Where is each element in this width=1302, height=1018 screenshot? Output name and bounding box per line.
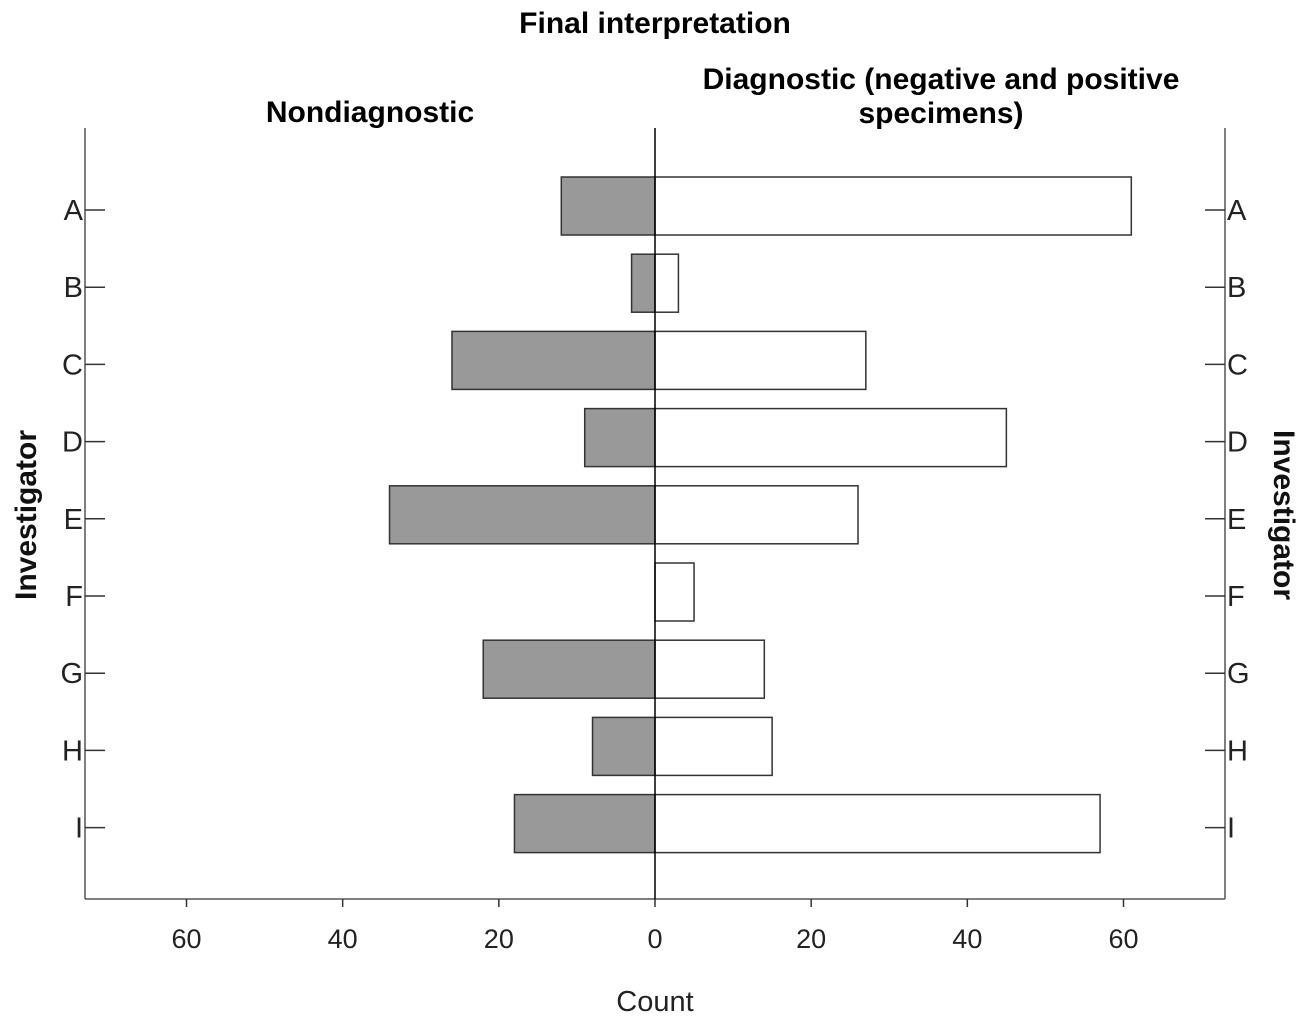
y-tick-label-left: I bbox=[75, 813, 83, 845]
x-tick-label: 20 bbox=[484, 924, 514, 954]
bar-nondiagnostic-B bbox=[630, 253, 656, 313]
bar-nondiagnostic-A bbox=[560, 176, 656, 236]
y-tick-label-left: G bbox=[60, 658, 83, 690]
chart-title: Final interpretation bbox=[519, 7, 791, 40]
bar-diagnostic-G bbox=[654, 639, 766, 699]
y-tick-label-left: A bbox=[64, 195, 84, 227]
bar-diagnostic-B bbox=[654, 253, 680, 313]
x-tick-label: 40 bbox=[952, 924, 982, 954]
bar-nondiagnostic-H bbox=[591, 716, 656, 777]
y-tick-label-left: H bbox=[62, 735, 83, 767]
y-tick-label-right: A bbox=[1227, 195, 1247, 227]
x-axis-title: Count bbox=[616, 986, 693, 1018]
y-tick-label-right: D bbox=[1227, 427, 1248, 459]
y-tick-label-left: B bbox=[64, 272, 83, 304]
bar-diagnostic-H bbox=[654, 716, 773, 777]
y-tick-label-left: E bbox=[64, 504, 83, 536]
y-tick-label-right: E bbox=[1227, 504, 1246, 536]
bar-diagnostic-C bbox=[654, 330, 867, 391]
right-panel-title-line1: Diagnostic (negative and positive bbox=[703, 63, 1180, 96]
bar-nondiagnostic-E bbox=[388, 485, 656, 545]
y-axis-title-left: Investigator bbox=[10, 430, 43, 600]
bar-diagnostic-D bbox=[654, 407, 1008, 468]
left-panel-title: Nondiagnostic bbox=[266, 96, 474, 129]
bar-nondiagnostic-I bbox=[513, 793, 656, 854]
x-tick-label: 40 bbox=[328, 924, 358, 954]
y-tick-label-right: F bbox=[1227, 581, 1245, 613]
y-tick-label-left: C bbox=[62, 349, 83, 381]
bar-diagnostic-A bbox=[654, 176, 1133, 236]
y-tick-label-right: C bbox=[1227, 349, 1248, 381]
y-axis-title-right: Investigator bbox=[1267, 430, 1300, 600]
y-tick-label-right: G bbox=[1227, 658, 1250, 690]
y-tick-label-left: D bbox=[62, 427, 83, 459]
x-tick-label: 20 bbox=[796, 924, 826, 954]
bar-nondiagnostic-C bbox=[451, 330, 656, 391]
y-tick-label-right: I bbox=[1227, 813, 1235, 845]
y-tick-label-right: H bbox=[1227, 735, 1248, 767]
bar-diagnostic-E bbox=[654, 485, 859, 545]
right-panel-title-line2: specimens) bbox=[858, 97, 1023, 130]
y-tick-label-right: B bbox=[1227, 272, 1246, 304]
bar-nondiagnostic-D bbox=[583, 407, 656, 468]
bar-nondiagnostic-G bbox=[482, 639, 656, 699]
x-tick-label: 60 bbox=[1108, 924, 1138, 954]
bar-diagnostic-I bbox=[654, 793, 1101, 854]
x-tick-label: 0 bbox=[647, 924, 662, 954]
bar-diagnostic-F bbox=[654, 562, 695, 622]
y-tick-label-left: F bbox=[65, 581, 83, 613]
x-tick-label: 60 bbox=[171, 924, 201, 954]
